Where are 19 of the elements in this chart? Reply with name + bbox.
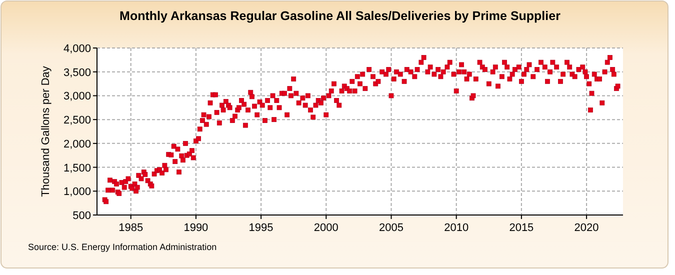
y-tick-label: 500 — [72, 210, 91, 222]
x-tick-label: 1990 — [184, 222, 208, 234]
source-note: Source: U.S. Energy Information Administration — [28, 242, 217, 252]
y-tick-label: 3,000 — [63, 90, 91, 103]
y-tick-label: 3,500 — [63, 66, 91, 79]
x-tick-label: 2000 — [314, 222, 338, 234]
y-axis-title: Thousand Gallons per Day — [40, 66, 52, 197]
y-tick-label: 2,000 — [63, 138, 91, 150]
x-tick-label: 1995 — [248, 222, 274, 234]
x-tick-label: 2010 — [444, 222, 469, 234]
x-tick-label: 1985 — [118, 222, 144, 234]
x-tick-label: 2020 — [574, 222, 599, 234]
y-tick-label: 1,500 — [63, 162, 91, 174]
y-tick-label: 2,500 — [63, 114, 91, 127]
y-tick-label: 4,000 — [63, 43, 91, 55]
x-tick-label: 2015 — [509, 222, 534, 234]
chart-title: Monthly Arkansas Regular Gasoline All Sales/Deliveries by Prime Supplier — [120, 9, 561, 23]
x-tick-label: 2005 — [379, 222, 404, 234]
y-tick-label: 1,000 — [63, 186, 91, 198]
